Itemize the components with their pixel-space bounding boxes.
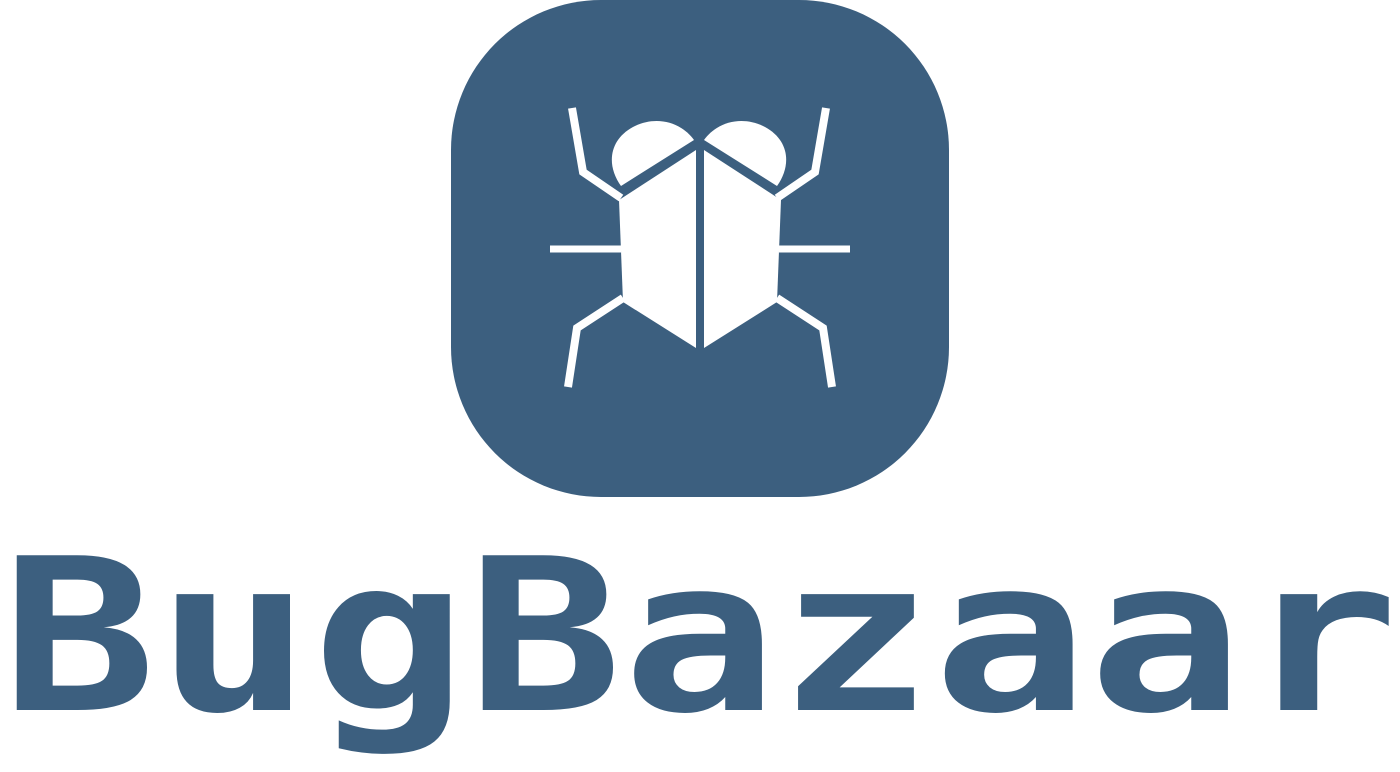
bug-leg-bottom-right [774,294,836,388]
brand-name: BugBazaar [1,545,1399,760]
bug-body-right [704,150,781,348]
bug-head-left [611,121,694,186]
bug-head-right [704,121,787,186]
bug-body-left [619,150,696,348]
bug-antenna-right [774,107,830,202]
bug-icon [550,107,850,388]
bug-antenna-left [568,107,624,202]
brand-wordmark: BugBazaar [1,545,1399,760]
bug-leg-bottom-left [564,294,626,388]
